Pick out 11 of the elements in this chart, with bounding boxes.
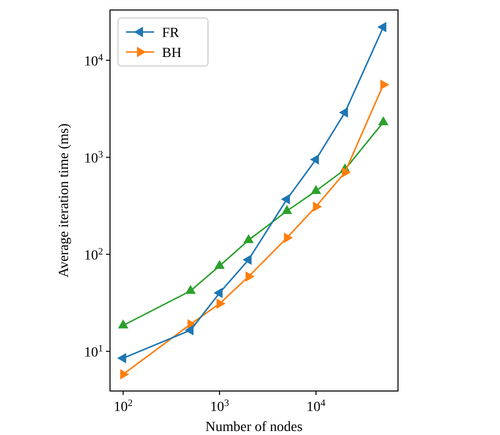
- x-tick-label: 10$^{3}$: [210, 398, 230, 415]
- legend-label: FR: [162, 26, 180, 41]
- x-tick-label: 10$^{4}$: [306, 398, 326, 415]
- y-axis-title: Average iteration time (ms): [57, 123, 72, 278]
- y-tick-label: 10$^{4}$: [84, 52, 104, 70]
- legend-label: BH: [162, 46, 182, 61]
- y-tick-label: 10$^{2}$: [84, 246, 104, 264]
- x-tick-label: 10$^{2}$: [114, 398, 133, 415]
- y-tick-label: 10$^{3}$: [84, 148, 104, 166]
- y-tick-label: 10$^{1}$: [84, 342, 104, 360]
- x-axis-title: Number of nodes: [205, 420, 303, 435]
